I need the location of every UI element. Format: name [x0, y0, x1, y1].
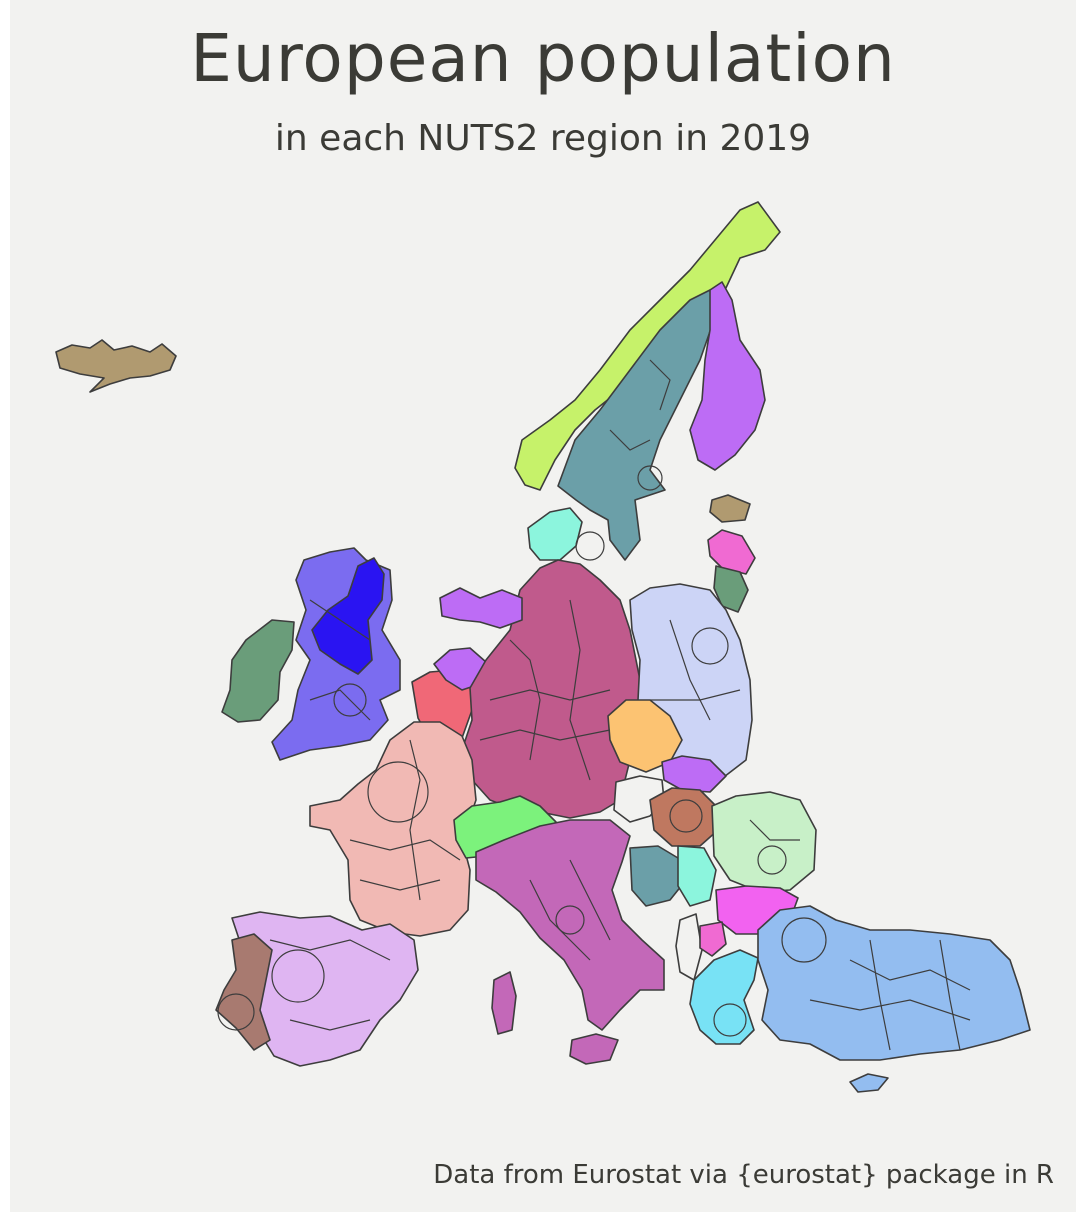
- region-france: [309, 721, 477, 937]
- region-finland: [689, 281, 766, 471]
- circle-istanbul: [781, 917, 827, 963]
- region-germany-north: [439, 587, 523, 629]
- circle-athens: [713, 1003, 747, 1037]
- circle-stockholm: [637, 465, 663, 491]
- circle-bucharest: [757, 845, 787, 875]
- chart-caption: Data from Eurostat via {eurostat} packag…: [433, 1160, 1054, 1190]
- region-sardinia: [491, 971, 517, 1035]
- circle-copenhagen: [575, 531, 605, 561]
- region-greece: [689, 949, 759, 1045]
- chart-subtitle: in each NUTS2 region in 2019: [274, 118, 812, 159]
- circle-rome: [555, 905, 585, 935]
- region-turkey: [757, 905, 1031, 1061]
- europe-map: [55, 201, 1031, 1093]
- region-iceland: [55, 339, 177, 393]
- circle-warsaw: [691, 627, 729, 665]
- region-hungary: [649, 787, 719, 847]
- circle-madrid: [271, 949, 325, 1003]
- region-balkans-west: [629, 845, 687, 907]
- region-estonia: [709, 494, 751, 523]
- region-romania: [711, 791, 817, 893]
- region-italy: [475, 819, 665, 1031]
- circle-lisbon: [217, 993, 255, 1031]
- internal-boundaries: [269, 359, 971, 1051]
- region-macedonia: [699, 921, 727, 957]
- region-latvia: [707, 529, 756, 575]
- circle-budapest: [669, 799, 703, 833]
- region-slovakia: [661, 755, 727, 793]
- region-cyprus: [849, 1073, 889, 1093]
- region-sweden: [557, 289, 715, 561]
- chart-title: European population: [190, 20, 896, 97]
- region-sicily: [569, 1033, 619, 1065]
- region-lithuania: [713, 565, 749, 613]
- region-scotland-highlight: [311, 557, 385, 675]
- region-serbia: [677, 845, 717, 907]
- circle-paris: [367, 761, 429, 823]
- region-portugal: [215, 933, 273, 1051]
- region-ireland: [221, 619, 295, 723]
- region-czechia: [607, 699, 683, 773]
- chart-canvas: European population in each NUTS2 region…: [10, 0, 1076, 1212]
- circle-london: [333, 683, 367, 717]
- region-albania: [675, 913, 703, 981]
- region-denmark: [527, 507, 583, 561]
